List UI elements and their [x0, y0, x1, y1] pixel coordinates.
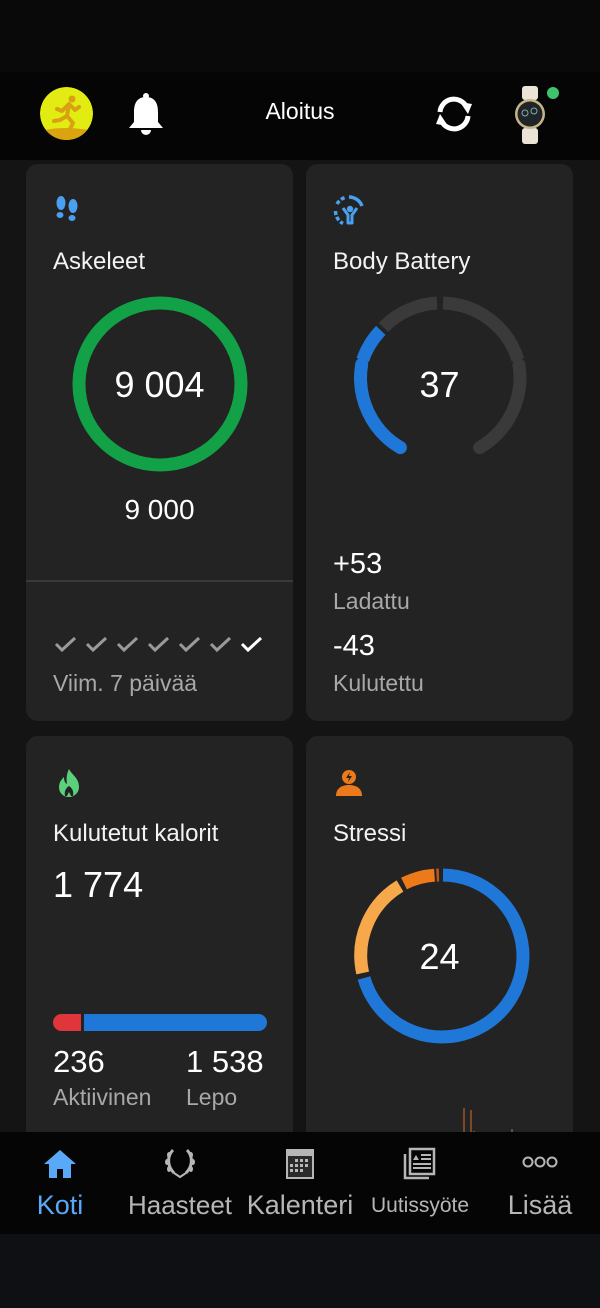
steps-card[interactable]: Askeleet 9 004 9 000 Viim. 7 päivää: [26, 164, 293, 721]
page-title: Aloitus: [265, 98, 335, 124]
steps-title: Askeleet: [53, 248, 146, 275]
stress-icon: [332, 766, 366, 800]
home-icon: [40, 1146, 80, 1182]
laurel-icon: [160, 1146, 200, 1182]
stress-timeline-sparkline: [463, 1108, 513, 1132]
tab-label: Haasteet: [127, 1190, 233, 1220]
check-icon: [209, 636, 232, 653]
newsfeed-icon: [400, 1146, 440, 1182]
check-icon: [147, 636, 170, 653]
active-calories-label: Aktiivinen: [53, 1084, 152, 1110]
body-battery-card[interactable]: Body Battery 37 +53 Ladattu -43 Kulutett…: [306, 164, 573, 721]
resting-calories-label: Lepo: [186, 1084, 238, 1110]
active-calories-segment: [53, 1014, 81, 1031]
drained-label: Kulutettu: [333, 670, 424, 696]
watch-icon[interactable]: [512, 84, 562, 148]
calories-title: Kulutetut kalorit: [53, 820, 219, 847]
drained-value: -43: [333, 630, 375, 662]
check-icon: [54, 636, 77, 653]
stress-value: 24: [419, 936, 460, 977]
tab-label: Kalenteri: [246, 1190, 354, 1220]
stress-card[interactable]: Stressi 24: [306, 736, 573, 1132]
tab-koti[interactable]: Koti: [0, 1132, 120, 1234]
divider: [26, 580, 293, 582]
dashboard-content[interactable]: Askeleet 9 004 9 000 Viim. 7 päivää: [0, 160, 600, 1132]
resting-calories-segment: [84, 1014, 267, 1031]
tab-kalenteri[interactable]: Kalenteri: [240, 1132, 360, 1234]
weekly-checks: [53, 634, 264, 654]
tab-label: Uutissyöte: [370, 1194, 470, 1217]
check-icon-today: [240, 636, 263, 653]
bottom-tab-bar: Koti Haasteet: [0, 1132, 600, 1234]
active-calories-value: 236: [53, 1044, 105, 1079]
steps-goal: 9 000: [124, 494, 195, 525]
device-connected-dot: [547, 87, 559, 99]
body-battery-gauge: [350, 294, 530, 474]
tab-label: Lisää: [507, 1190, 573, 1220]
tab-lisaa[interactable]: Lisää: [480, 1132, 600, 1234]
footprints-icon: [52, 194, 86, 228]
check-icon: [116, 636, 139, 653]
tab-uutissyote[interactable]: Uutissyöte: [360, 1132, 480, 1234]
charged-value: +53: [333, 548, 383, 580]
stress-ring: [350, 866, 530, 1046]
body-battery-icon: [332, 194, 366, 228]
system-nav-area: [0, 1234, 600, 1308]
tab-label: Koti: [36, 1190, 84, 1220]
check-icon: [85, 636, 108, 653]
body-battery-value: 37: [419, 364, 460, 405]
resting-calories-value: 1 538: [186, 1044, 264, 1079]
stress-title: Stressi: [333, 820, 407, 847]
check-icon: [178, 636, 201, 653]
calories-value: 1 774: [53, 864, 144, 905]
tab-haasteet[interactable]: Haasteet: [120, 1132, 240, 1234]
flame-icon: [52, 766, 86, 800]
sync-icon[interactable]: [430, 92, 478, 136]
bell-icon[interactable]: [126, 92, 166, 136]
steps-period-label: Viim. 7 päivää: [53, 670, 198, 696]
calendar-icon: [280, 1146, 320, 1182]
body-battery-title: Body Battery: [333, 248, 471, 275]
more-icon: [520, 1146, 560, 1182]
calories-split-bar: [53, 1014, 267, 1031]
calories-card[interactable]: Kulutetut kalorit 1 774 236 Aktiivinen 1…: [26, 736, 293, 1132]
status-bar: [0, 0, 600, 72]
charged-label: Ladattu: [333, 588, 410, 614]
app-bar: Aloitus: [0, 72, 600, 160]
steps-value: 9 004: [114, 364, 205, 405]
steps-progress-ring: [70, 294, 250, 474]
